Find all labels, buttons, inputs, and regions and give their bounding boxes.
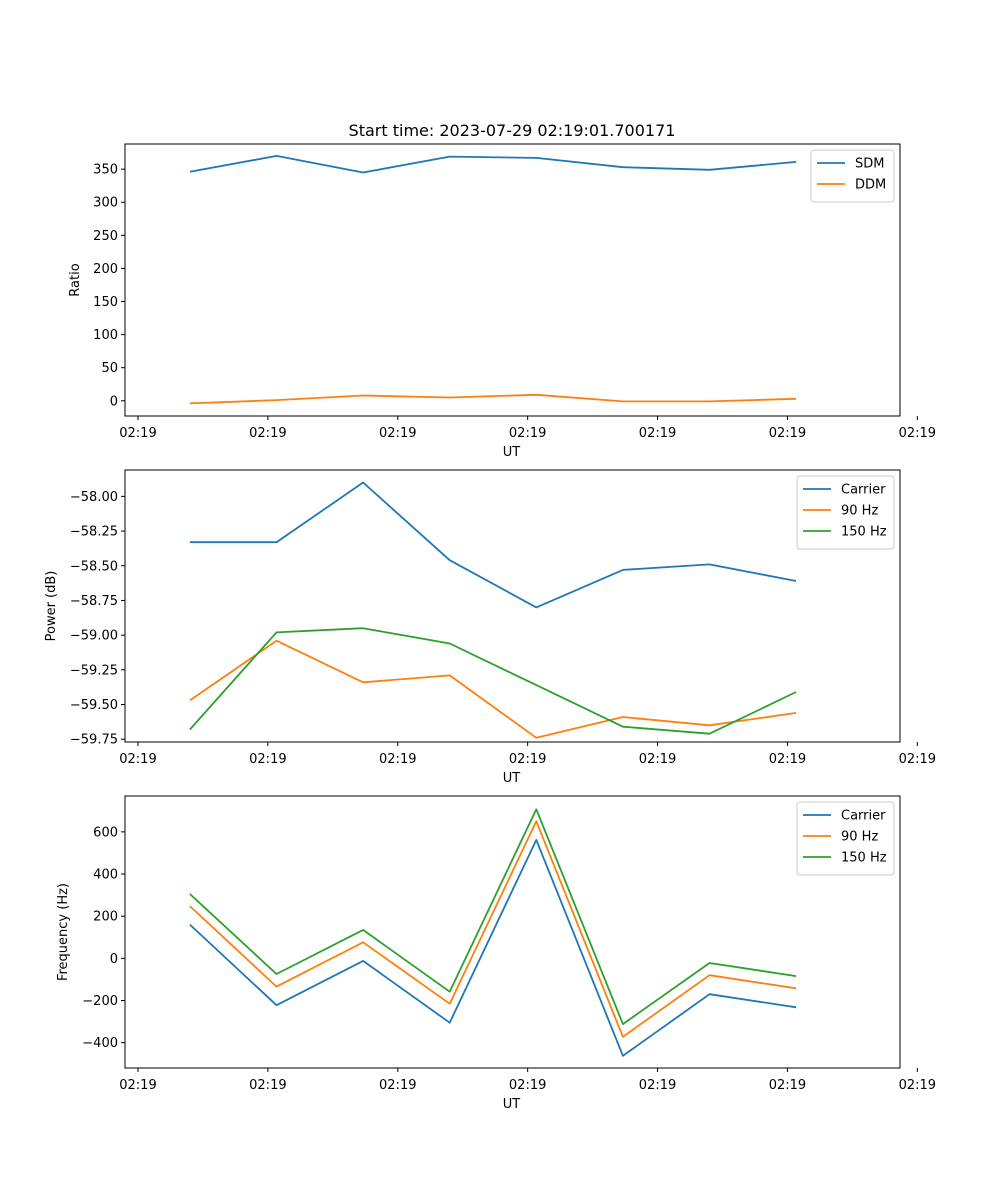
- x-tick-label: 02:19: [379, 426, 416, 441]
- x-tick-label: 02:19: [639, 426, 676, 441]
- legend-label: DDM: [855, 178, 886, 193]
- x-tick-label: 02:19: [509, 752, 546, 767]
- x-axis-label: UT: [503, 445, 521, 460]
- y-tick-label: −58.50: [70, 559, 118, 574]
- y-tick-label: −400: [82, 1036, 118, 1051]
- series-line-90-hz: [189, 639, 797, 739]
- x-tick-label: 02:19: [899, 752, 936, 767]
- x-tick-label: 02:19: [769, 1078, 806, 1093]
- x-tick-label: 02:19: [379, 1078, 416, 1093]
- y-tick-label: 150: [93, 295, 118, 310]
- legend: Carrier 90 Hz 150 Hz: [796, 801, 895, 876]
- y-tick-label: −59.75: [70, 733, 118, 748]
- y-tick-label: −59.25: [70, 663, 118, 678]
- y-tick-label: 600: [93, 825, 118, 840]
- legend: SDM DDM: [810, 149, 895, 203]
- legend-label: Carrier: [841, 483, 886, 498]
- y-tick-label: 50: [101, 361, 118, 376]
- y-tick-label: 200: [93, 262, 118, 277]
- y-tick-label: 300: [93, 196, 118, 211]
- x-tick-label: 02:19: [769, 426, 806, 441]
- legend-label: 90 Hz: [841, 830, 878, 845]
- panel-2: −58.00 −58.25 −58.50 −58.75 −59.00 −59.25 −59.…: [44, 469, 936, 786]
- y-tick-label: −58.75: [70, 594, 118, 609]
- chart-title: Start time: 2023-07-29 02:19:01.700171: [349, 121, 676, 140]
- y-axis-label: Frequency (Hz): [56, 883, 71, 981]
- panel-3: −400 −200 0 200 400 600 02:19 02:19 02:19 02:19 02…: [56, 795, 936, 1112]
- x-tick-label: 02:19: [899, 426, 936, 441]
- axes-frame: [124, 143, 901, 417]
- y-tick-label: −200: [82, 994, 118, 1009]
- x-tick-label: 02:19: [119, 426, 156, 441]
- panel-1: 0 50 100 150 200 250 300 350 02:19 02:19 02:19 02:1…: [68, 143, 936, 460]
- y-axis-label: Ratio: [68, 263, 83, 296]
- legend-label: 150 Hz: [841, 851, 887, 866]
- x-tick-label: 02:19: [769, 752, 806, 767]
- y-tick-label: 200: [93, 910, 118, 925]
- series-line-ddm: [189, 393, 797, 405]
- x-tick-label: 02:19: [119, 752, 156, 767]
- x-tick-label: 02:19: [249, 752, 286, 767]
- x-tick-label: 02:19: [249, 426, 286, 441]
- y-tick-label: 250: [93, 229, 118, 244]
- x-tick-label: 02:19: [379, 752, 416, 767]
- legend-label: SDM: [855, 157, 884, 172]
- x-tick-label: 02:19: [899, 1078, 936, 1093]
- x-tick-label: 02:19: [249, 1078, 286, 1093]
- x-tick-label: 02:19: [509, 426, 546, 441]
- series-line-150-hz: [189, 627, 797, 735]
- x-tick-label: 02:19: [639, 752, 676, 767]
- x-tick-label: 02:19: [639, 1078, 676, 1093]
- x-tick-label: 02:19: [509, 1078, 546, 1093]
- y-tick-label: 100: [93, 328, 118, 343]
- y-tick-label: 0: [110, 394, 118, 409]
- series-line-carrier: [189, 839, 797, 1057]
- x-axis-label: UT: [503, 1097, 521, 1112]
- y-tick-label: 400: [93, 868, 118, 883]
- y-tick-label: −59.50: [70, 698, 118, 713]
- y-tick-label: 0: [110, 952, 118, 967]
- axes-frame: [124, 469, 901, 743]
- y-tick-label: −58.00: [70, 490, 118, 505]
- axes-frame: [124, 795, 901, 1069]
- y-tick-label: 350: [93, 163, 118, 178]
- y-tick-label: −58.25: [70, 525, 118, 540]
- series-line-90-hz: [189, 820, 797, 1038]
- legend-label: Carrier: [841, 809, 886, 824]
- y-axis-label: Power (dB): [44, 571, 59, 642]
- legend-label: 150 Hz: [841, 525, 887, 540]
- legend: Carrier 90 Hz 150 Hz: [796, 475, 895, 550]
- y-tick-label: −59.00: [70, 629, 118, 644]
- series-line-150-hz: [189, 808, 797, 1025]
- x-tick-label: 02:19: [119, 1078, 156, 1093]
- x-axis-label: UT: [503, 771, 521, 786]
- series-line-carrier: [189, 481, 797, 609]
- series-line-sdm: [189, 154, 797, 174]
- legend-label: 90 Hz: [841, 504, 878, 519]
